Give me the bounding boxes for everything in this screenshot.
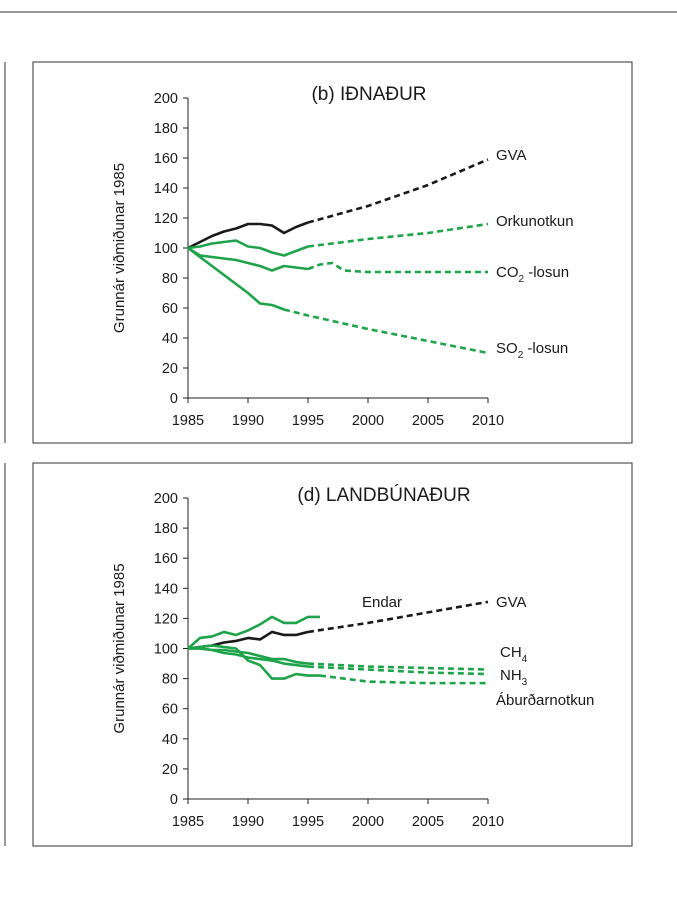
chart-title: (b) IÐNAÐUR bbox=[311, 84, 426, 105]
series-co2-observed bbox=[187, 246, 309, 272]
x-tick-label: 2005 bbox=[412, 413, 444, 429]
panel-agriculture: (d) LANDBÚNAÐUR Grunnár viðmiðunar 1985 0 2… bbox=[32, 462, 633, 847]
series-label-gva: GVA bbox=[496, 594, 527, 611]
y-tick-label: 60 bbox=[162, 301, 178, 317]
series-orkunotkun-observed bbox=[187, 239, 309, 257]
panel-frame bbox=[32, 61, 633, 444]
y-tick-label: 60 bbox=[162, 702, 178, 718]
series-orkunotkun-projected bbox=[307, 222, 489, 248]
y-tick-label: 120 bbox=[154, 211, 178, 227]
x-tick-label: 1985 bbox=[172, 413, 204, 429]
series-nh3-observed bbox=[188, 647, 309, 668]
panel-frame bbox=[32, 462, 633, 847]
x-tick-label: 1990 bbox=[232, 814, 264, 830]
y-tick-label: 100 bbox=[154, 642, 178, 658]
y-tick-label: 160 bbox=[154, 551, 178, 567]
series-burarnotkun-projected bbox=[319, 674, 488, 685]
y-tick-label: 200 bbox=[154, 491, 178, 507]
y-tick-label: 80 bbox=[162, 672, 178, 688]
x-tick-label: 1985 bbox=[172, 814, 204, 830]
x-tick-label: 1995 bbox=[292, 814, 324, 830]
series-label-endar: Endar bbox=[362, 594, 402, 611]
y-tick-label: 40 bbox=[162, 331, 178, 347]
y-tick-label: 200 bbox=[154, 91, 178, 107]
x-tick-label: 1990 bbox=[232, 413, 264, 429]
y-tick-label: 40 bbox=[162, 732, 178, 748]
series-nh3-projected bbox=[307, 665, 489, 676]
y-tick-label: 0 bbox=[170, 792, 178, 808]
y-tick-label: 160 bbox=[154, 151, 178, 167]
x-tick-label: 2010 bbox=[472, 814, 504, 830]
x-tick-label: 2010 bbox=[472, 413, 504, 429]
y-tick-label: 20 bbox=[162, 361, 178, 377]
series-label-gva: GVA bbox=[496, 147, 527, 164]
series-so2-projected bbox=[283, 308, 489, 355]
panel-industry: (b) IÐNAÐUR Grunnár viðmiðunar 1985 0 20 40 6… bbox=[32, 61, 633, 444]
x-tick-label: 2005 bbox=[412, 814, 444, 830]
y-tick-label: 120 bbox=[154, 611, 178, 627]
series-label-nh3: NH3 bbox=[500, 667, 528, 688]
series-label-ch4: CH4 bbox=[500, 644, 528, 665]
chart-title: (d) LANDBÚNAÐUR bbox=[297, 484, 470, 506]
series-burarnotkun-observed bbox=[187, 644, 320, 680]
y-tick-label: 80 bbox=[162, 271, 178, 287]
y-tick-label: 180 bbox=[154, 521, 178, 537]
series-co2-projected bbox=[307, 261, 488, 274]
series-gva-observed bbox=[187, 221, 309, 250]
y-axis-label: Grunnár viðmiðunar 1985 bbox=[111, 563, 128, 733]
x-tick-label: 1995 bbox=[292, 413, 324, 429]
series-gva-projected bbox=[307, 158, 489, 224]
y-tick-label: 100 bbox=[154, 241, 178, 257]
y-tick-label: 0 bbox=[170, 391, 178, 407]
x-tick-label: 2000 bbox=[352, 814, 384, 830]
series-ch4-projected bbox=[307, 662, 489, 671]
series-label-co2: CO2 -losun bbox=[496, 264, 569, 285]
x-tick-label: 2000 bbox=[352, 413, 384, 429]
series-label-so2: SO2 -losun bbox=[496, 340, 568, 361]
y-axis-label: Grunnár viðmiðunar 1985 bbox=[111, 163, 128, 333]
y-tick-label: 180 bbox=[154, 121, 178, 137]
series-label-orkunotkun: Orkunotkun bbox=[496, 213, 574, 230]
series-so2-observed bbox=[187, 246, 285, 311]
series-label-burarnotkun: Áburðarnotkun bbox=[496, 692, 594, 709]
series-endar-observed bbox=[187, 615, 320, 650]
series-gva-projected bbox=[307, 600, 489, 634]
y-tick-label: 20 bbox=[162, 762, 178, 778]
y-tick-label: 140 bbox=[154, 581, 178, 597]
y-tick-label: 140 bbox=[154, 181, 178, 197]
